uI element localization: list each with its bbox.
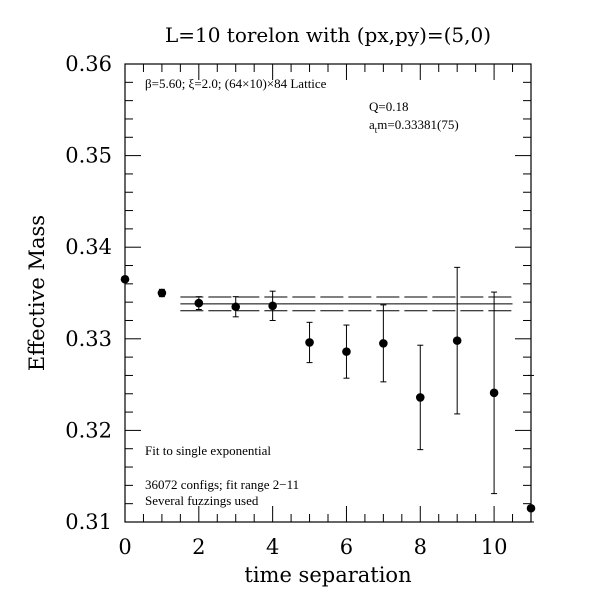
x-axis-label: time separation — [244, 563, 411, 587]
y-tick-label: 0.35 — [65, 144, 112, 168]
y-tick-label: 0.34 — [65, 235, 112, 259]
mass-result-suffix: m=0.33381(75) — [377, 117, 458, 132]
x-tick-label: 4 — [266, 535, 279, 559]
data-point — [268, 301, 277, 311]
data-point — [157, 288, 167, 298]
data-point — [489, 388, 499, 398]
y-tick-label: 0.33 — [65, 327, 112, 351]
mass-result-annotation: atm=0.33381(75) — [369, 117, 459, 135]
configs-annotation: 36072 configs; fit range 2−11 — [145, 477, 299, 492]
x-tick-label: 6 — [340, 535, 353, 559]
x-tick-label: 2 — [192, 535, 205, 559]
mass-result-sub: t — [375, 125, 378, 135]
data-point — [305, 338, 314, 347]
y-tick-label: 0.32 — [65, 418, 112, 442]
axis-ticks — [124, 63, 531, 523]
fuzzings-annotation: Several fuzzings used — [145, 493, 259, 508]
x-tick-label: 8 — [414, 535, 427, 559]
data-point — [379, 339, 388, 348]
q-value-annotation: Q=0.18 — [369, 99, 408, 114]
data-point — [342, 347, 351, 356]
x-tick-label: 0 — [118, 535, 131, 559]
fit-band — [180, 296, 513, 312]
mass-result-prefix: a — [369, 117, 375, 132]
data-point — [120, 274, 130, 284]
y-tick-label: 0.31 — [65, 510, 112, 534]
data-point — [452, 336, 462, 345]
y-axis-label: Effective Mass — [25, 215, 49, 371]
data-point — [415, 393, 425, 402]
y-tick-labels: 0.31 0.32 0.33 0.34 0.35 0.36 — [65, 52, 112, 534]
fit-type-annotation: Fit to single exponential — [145, 443, 271, 458]
data-point — [231, 302, 241, 312]
y-tick-label: 0.36 — [65, 52, 112, 76]
lattice-annotation: β=5.60; ξ=2.0; (64×10)×84 Lattice — [145, 76, 327, 91]
data-points — [120, 266, 536, 523]
data-point — [526, 503, 536, 513]
data-point — [194, 298, 204, 308]
x-tick-labels: 0 2 4 6 8 10 — [118, 535, 507, 559]
x-tick-label: 10 — [481, 535, 508, 559]
chart-title: L=10 torelon with (px,py)=(5,0) — [165, 23, 491, 47]
